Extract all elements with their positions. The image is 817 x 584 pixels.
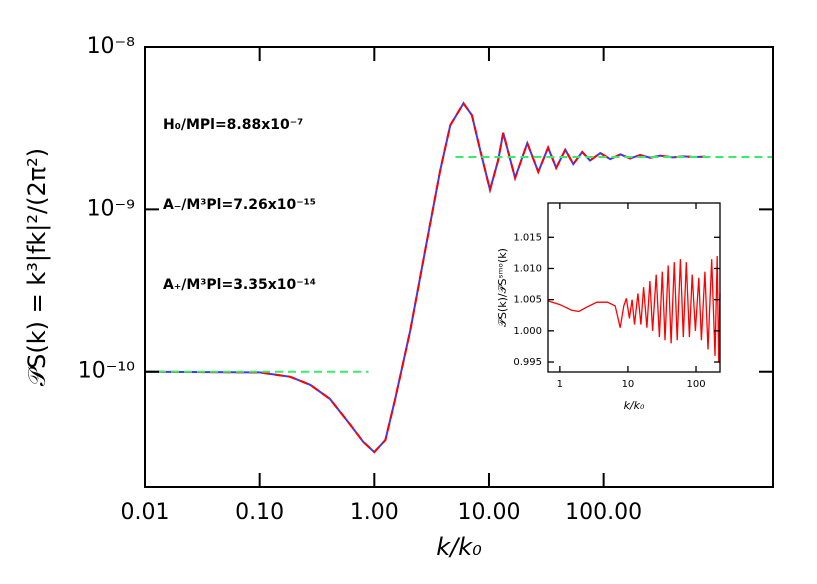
y-tick-label: 1.005 <box>513 295 542 306</box>
y-tick-label: 1.000 <box>513 326 542 337</box>
annotation: A₋/M³Pl=7.26x10⁻¹⁵ <box>163 197 316 213</box>
x-tick-label: 0.01 <box>121 500 170 525</box>
y-tick-label: 1.010 <box>513 263 542 274</box>
y-tick-label: 10⁻⁹ <box>87 196 135 221</box>
plot-frame <box>547 202 721 373</box>
x-axis-label: k/k₀ <box>624 399 645 412</box>
annotation: H₀/MPl=8.88x10⁻⁷ <box>163 117 303 133</box>
y-axis-label: 𝒫S(k)/𝒫Sˢᵐᵒ(k) <box>496 248 509 327</box>
y-tick-label: 10⁻⁸ <box>87 34 136 59</box>
x-tick-label: 100 <box>686 379 705 390</box>
data-line <box>144 101 706 454</box>
plot-frame <box>144 46 774 488</box>
x-tick-label: 1.00 <box>350 500 399 525</box>
x-tick-label: 10.00 <box>457 500 520 525</box>
annotation: A₊/M³Pl=3.35x10⁻¹⁴ <box>163 277 316 293</box>
data-line <box>547 255 721 363</box>
y-tick-label: 0.995 <box>513 357 542 368</box>
y-axis-label: 𝒫S(k) = k³|fk|²/(2π²) <box>23 148 51 386</box>
y-tick-label: 10⁻¹⁰ <box>78 359 135 384</box>
x-tick-label: 10 <box>622 379 635 390</box>
x-tick-label: 1 <box>557 379 563 390</box>
plot-area <box>548 203 720 372</box>
y-tick-label: 1.015 <box>513 232 542 243</box>
x-axis-label: k/k₀ <box>436 533 482 561</box>
x-tick-label: 100.00 <box>565 500 642 525</box>
x-tick-label: 0.10 <box>235 500 284 525</box>
